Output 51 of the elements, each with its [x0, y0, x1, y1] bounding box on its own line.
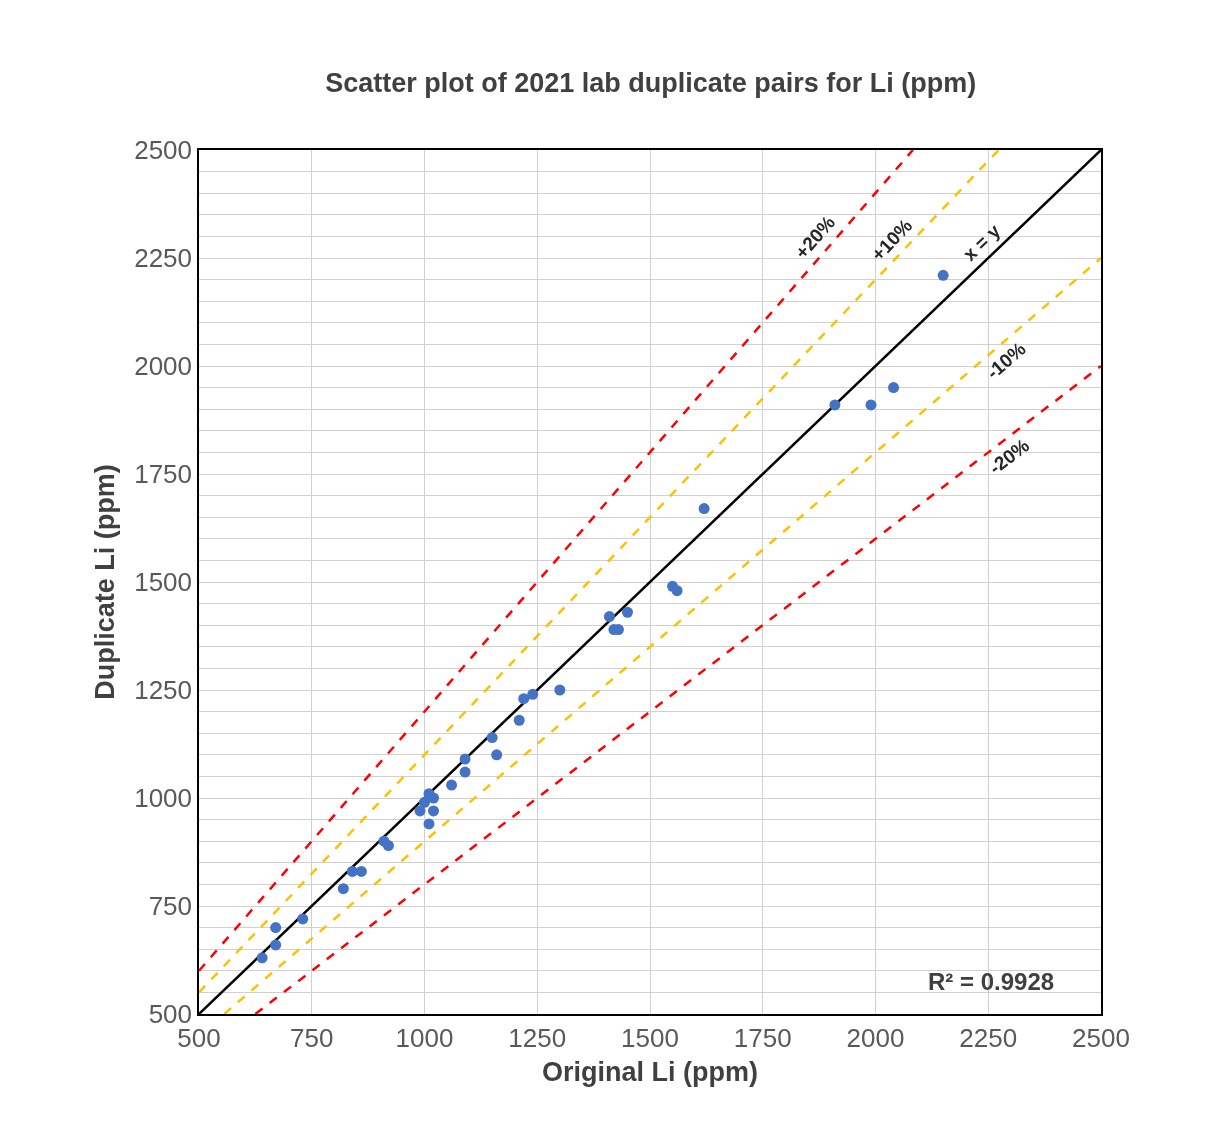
- point: [297, 913, 309, 925]
- point: [355, 865, 367, 877]
- point: [346, 865, 358, 877]
- point: [459, 753, 471, 765]
- y-tick-label: 2250: [134, 243, 193, 274]
- point: [527, 688, 539, 700]
- y-tick-label: 1750: [134, 459, 193, 490]
- x-tick-label: 1000: [395, 1022, 454, 1053]
- point: [459, 766, 471, 778]
- point: [888, 382, 900, 394]
- point: [256, 952, 268, 964]
- y-tick-label: 1250: [134, 675, 193, 706]
- x-axis-title: Original Li (ppm): [542, 1056, 758, 1087]
- point: [486, 732, 498, 744]
- x-tick-label: 2250: [959, 1022, 1018, 1053]
- point: [428, 792, 440, 804]
- point: [423, 818, 435, 830]
- x-tick-label: 1500: [621, 1022, 679, 1053]
- x-tick-label: 750: [290, 1022, 334, 1053]
- y-tick-label: 750: [148, 891, 193, 922]
- y-tick-label: 2500: [134, 135, 193, 166]
- point: [603, 611, 615, 623]
- point: [554, 684, 566, 696]
- x-tick-label: 2000: [846, 1022, 905, 1053]
- point: [865, 399, 877, 411]
- point: [518, 693, 530, 705]
- point: [428, 805, 440, 817]
- y-axis-title: Duplicate Li (ppm): [89, 464, 120, 700]
- point: [337, 883, 349, 895]
- point: [671, 585, 683, 597]
- point: [270, 922, 282, 934]
- x-tick-label: 2500: [1072, 1022, 1130, 1053]
- y-tick-label: 1000: [134, 783, 193, 814]
- point: [270, 939, 282, 951]
- y-tick-label: 2000: [134, 351, 193, 382]
- point: [937, 269, 949, 281]
- x-tick-label: 1750: [733, 1022, 792, 1053]
- text: -20%: [985, 434, 1034, 479]
- annotation: R² = 0.9928: [928, 968, 1055, 995]
- point: [513, 714, 525, 726]
- point: [698, 503, 710, 515]
- point: [491, 749, 503, 761]
- point: [829, 399, 841, 411]
- point: [382, 840, 394, 852]
- chart-title: Scatter plot of 2021 lab duplicate pairs for Li (ppm): [325, 68, 977, 99]
- point: [621, 606, 633, 618]
- y-tick-label: 1500: [134, 567, 193, 598]
- point: [446, 779, 458, 791]
- text: x = y: [959, 219, 1005, 265]
- x-tick-label: 1250: [508, 1022, 567, 1053]
- point: [419, 796, 430, 808]
